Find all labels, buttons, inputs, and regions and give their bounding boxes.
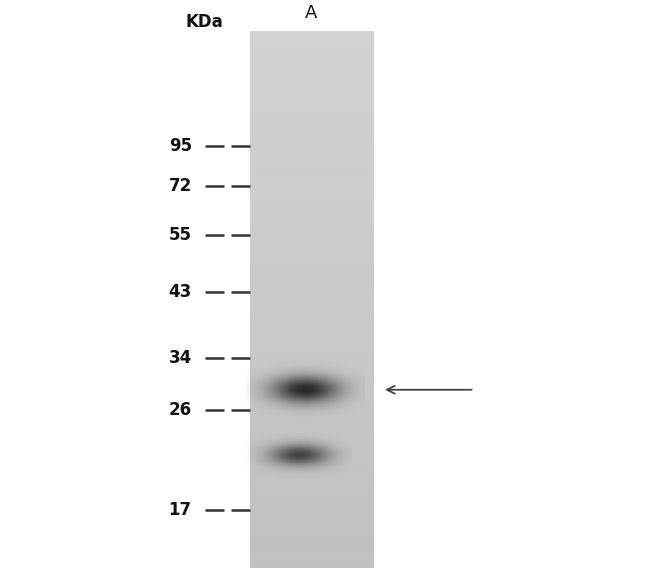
Bar — [250, 263, 374, 273]
Bar — [250, 40, 374, 49]
Bar — [250, 406, 374, 416]
Bar — [250, 389, 374, 398]
Bar — [250, 424, 374, 434]
Bar — [250, 272, 374, 281]
Bar — [250, 558, 374, 567]
Bar — [250, 281, 374, 291]
Bar — [250, 183, 374, 192]
Bar — [250, 111, 374, 120]
Bar — [250, 75, 374, 85]
Bar — [250, 31, 374, 41]
Bar — [250, 486, 374, 496]
Text: 34: 34 — [168, 349, 192, 367]
Bar — [250, 245, 374, 255]
Bar — [250, 120, 374, 130]
Bar — [250, 397, 374, 406]
Bar — [250, 343, 374, 353]
Bar — [250, 442, 374, 452]
Bar — [250, 85, 374, 94]
Bar — [250, 228, 374, 237]
Bar — [250, 299, 374, 309]
Text: 26: 26 — [168, 401, 192, 419]
Bar — [250, 379, 374, 389]
Bar — [250, 174, 374, 183]
Bar — [250, 353, 374, 362]
Bar — [250, 540, 374, 549]
Bar — [250, 138, 374, 148]
Bar — [250, 531, 374, 541]
Text: 43: 43 — [168, 283, 192, 301]
Bar — [250, 236, 374, 246]
Bar — [250, 468, 374, 478]
Text: 72: 72 — [168, 177, 192, 195]
Bar — [250, 308, 374, 317]
Bar — [250, 335, 374, 344]
Text: KDa: KDa — [186, 13, 224, 31]
Text: 55: 55 — [169, 226, 192, 244]
Bar — [250, 522, 374, 532]
Bar — [250, 192, 374, 201]
Bar — [250, 210, 374, 219]
Bar — [250, 165, 374, 174]
Bar — [250, 496, 374, 505]
Bar — [250, 433, 374, 442]
Bar — [250, 361, 374, 371]
Bar — [250, 478, 374, 487]
Bar — [250, 254, 374, 263]
Bar — [250, 67, 374, 76]
Bar — [250, 549, 374, 559]
Bar — [250, 49, 374, 58]
Bar — [250, 156, 374, 166]
Text: 17: 17 — [168, 501, 192, 519]
Bar — [250, 147, 374, 156]
Text: A: A — [304, 3, 317, 21]
Bar — [250, 514, 374, 523]
Bar — [250, 102, 374, 112]
Bar — [250, 371, 374, 380]
Bar — [250, 415, 374, 424]
Bar — [250, 200, 374, 210]
Bar — [250, 218, 374, 228]
Bar — [250, 451, 374, 460]
Bar — [250, 504, 374, 514]
Bar — [250, 129, 374, 138]
Bar — [250, 57, 374, 67]
Text: 95: 95 — [168, 137, 192, 155]
Bar — [250, 290, 374, 299]
Bar — [250, 325, 374, 335]
Bar — [250, 460, 374, 469]
Bar — [250, 93, 374, 103]
Bar — [250, 317, 374, 326]
